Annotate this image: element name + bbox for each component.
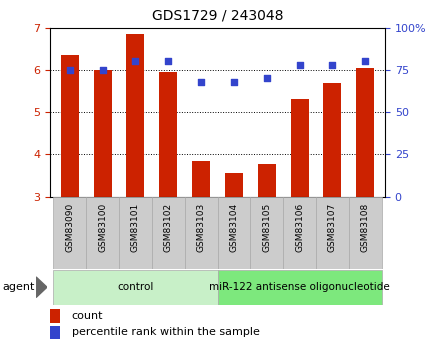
Point bbox=[132, 59, 138, 64]
Bar bbox=[224, 174, 243, 197]
Bar bbox=[348, 197, 381, 269]
Text: GSM83104: GSM83104 bbox=[229, 203, 238, 252]
Point bbox=[361, 59, 368, 64]
Point bbox=[66, 67, 73, 73]
Text: miR-122 antisense oligonucleotide: miR-122 antisense oligonucleotide bbox=[209, 282, 389, 292]
Text: GSM83101: GSM83101 bbox=[131, 203, 140, 252]
Point bbox=[197, 79, 204, 85]
Point bbox=[296, 62, 302, 68]
Bar bbox=[93, 70, 112, 197]
Point bbox=[164, 59, 171, 64]
Bar bbox=[184, 197, 217, 269]
Text: control: control bbox=[117, 282, 153, 292]
Bar bbox=[283, 197, 315, 269]
Text: GSM83107: GSM83107 bbox=[327, 203, 336, 252]
Bar bbox=[257, 164, 275, 197]
Bar bbox=[290, 99, 308, 197]
Bar bbox=[217, 197, 250, 269]
Text: GSM83108: GSM83108 bbox=[360, 203, 369, 252]
Bar bbox=[53, 197, 86, 269]
Text: GDS1729 / 243048: GDS1729 / 243048 bbox=[151, 9, 283, 23]
Text: GSM83103: GSM83103 bbox=[196, 203, 205, 252]
Text: agent: agent bbox=[2, 282, 34, 292]
Bar bbox=[159, 72, 177, 197]
Bar bbox=[250, 197, 283, 269]
Bar bbox=[217, 270, 381, 305]
Bar bbox=[355, 68, 373, 197]
Point bbox=[263, 76, 270, 81]
Text: percentile rank within the sample: percentile rank within the sample bbox=[72, 327, 259, 337]
Text: GSM83105: GSM83105 bbox=[262, 203, 271, 252]
Bar bbox=[50, 326, 60, 339]
Polygon shape bbox=[36, 277, 47, 297]
Bar bbox=[53, 270, 217, 305]
Bar bbox=[151, 197, 184, 269]
Bar bbox=[322, 83, 341, 197]
Bar bbox=[86, 197, 119, 269]
Text: GSM83102: GSM83102 bbox=[163, 203, 172, 252]
Point bbox=[99, 67, 106, 73]
Bar bbox=[50, 309, 60, 323]
Bar bbox=[315, 197, 348, 269]
Bar bbox=[191, 161, 210, 197]
Bar bbox=[61, 55, 79, 197]
Bar bbox=[119, 197, 151, 269]
Text: GSM83106: GSM83106 bbox=[294, 203, 303, 252]
Text: GSM83100: GSM83100 bbox=[98, 203, 107, 252]
Text: GSM83090: GSM83090 bbox=[65, 203, 74, 252]
Point bbox=[328, 62, 335, 68]
Bar bbox=[126, 34, 144, 197]
Text: count: count bbox=[72, 311, 103, 321]
Point bbox=[230, 79, 237, 85]
